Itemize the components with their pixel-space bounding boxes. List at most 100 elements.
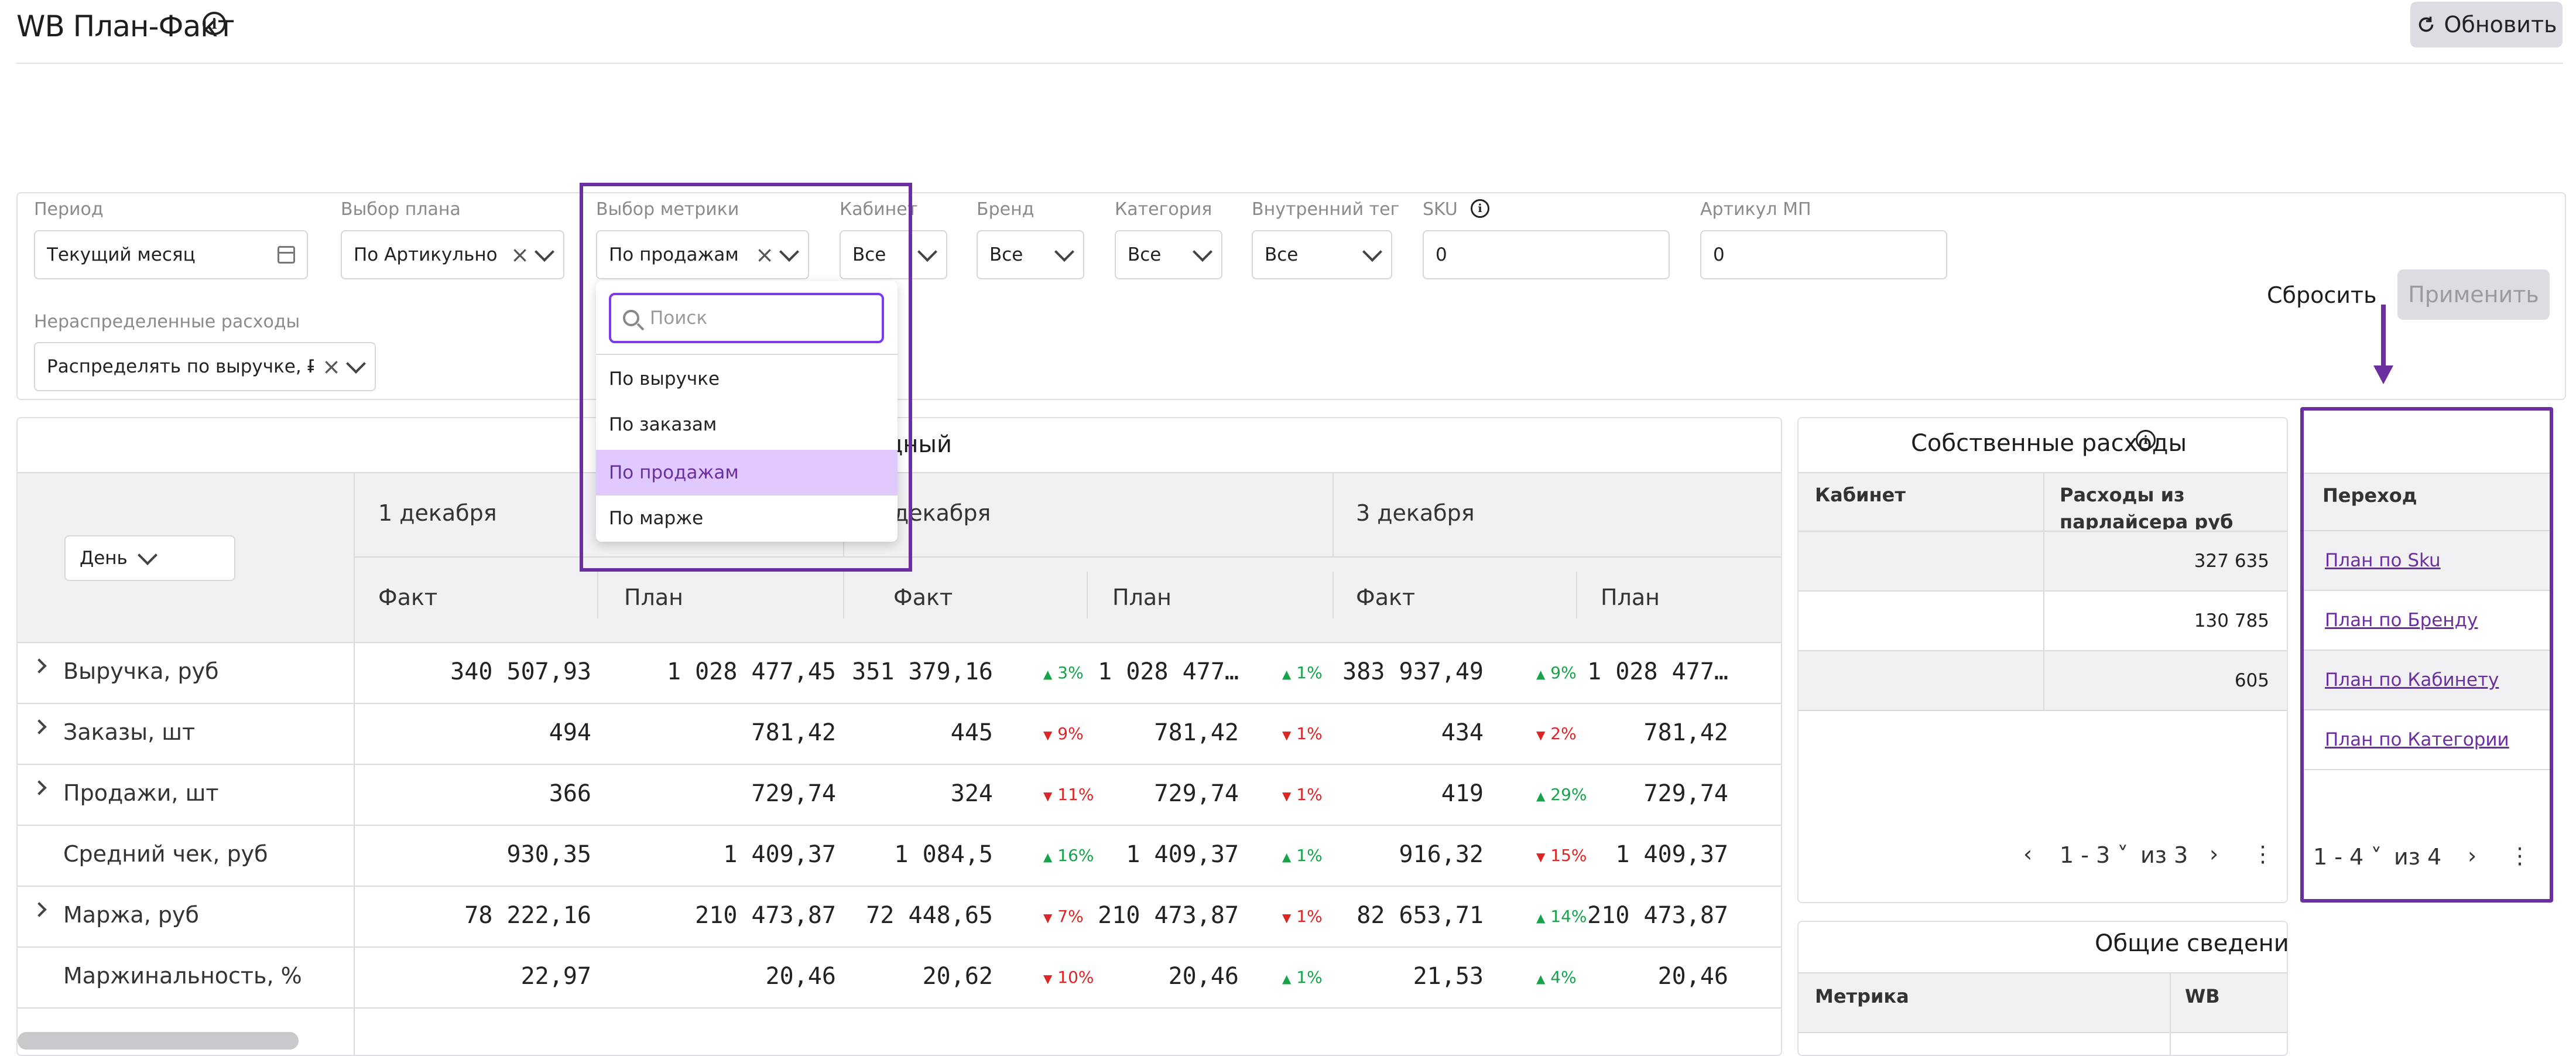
link-plan-category[interactable]: План по Категории bbox=[2325, 729, 2509, 750]
chevron-down-icon bbox=[1362, 242, 1382, 262]
option-margin[interactable]: По марже bbox=[609, 508, 704, 529]
category-select[interactable]: Все bbox=[1115, 230, 1222, 279]
info-icon[interactable]: i bbox=[2136, 430, 2156, 450]
link-plan-brand[interactable]: План по Бренду bbox=[2325, 610, 2478, 631]
down-arrow-icon: ▼ bbox=[1536, 850, 1546, 864]
cabinet-select[interactable]: Все bbox=[840, 230, 947, 279]
chevron-right-icon[interactable] bbox=[32, 719, 47, 734]
next-page-icon[interactable]: › bbox=[2468, 843, 2477, 869]
down-arrow-icon: ▼ bbox=[1043, 728, 1053, 742]
unallocated-select[interactable]: Распределять по выручке, ₽ × bbox=[34, 342, 376, 391]
pager-range[interactable]: 1 - 4 ˅ bbox=[2313, 844, 2382, 870]
chevron-right-icon[interactable] bbox=[32, 780, 47, 795]
row-label: Средний чек, руб bbox=[63, 841, 268, 867]
delta-badge: ▲ 4% bbox=[1536, 968, 1577, 987]
category-value: Все bbox=[1128, 244, 1162, 265]
delta-badge: ▼ 9% bbox=[1043, 724, 1084, 743]
info-icon[interactable]: i bbox=[203, 12, 226, 35]
option-sales[interactable]: По продажам bbox=[596, 450, 898, 495]
brand-select[interactable]: Все bbox=[977, 230, 1084, 279]
table-cell: 351 379,16 bbox=[852, 658, 993, 685]
delta-badge: ▲ 1% bbox=[1282, 663, 1323, 682]
table-row[interactable]: Заказы, шт 494 781,42 445 781,42 434 781,42 ▼ 9… bbox=[18, 703, 1781, 764]
sku-input[interactable]: 0 bbox=[1423, 230, 1670, 279]
search-input[interactable] bbox=[649, 307, 873, 329]
more-icon[interactable]: ⋮ bbox=[2509, 843, 2531, 869]
grid-line bbox=[1332, 473, 1334, 556]
sku-info-icon[interactable]: i bbox=[1471, 199, 1489, 218]
table-cell: 1 028 477… bbox=[1098, 658, 1239, 685]
grid-line bbox=[2304, 650, 2550, 651]
clear-metric-icon[interactable]: × bbox=[755, 242, 774, 268]
more-icon[interactable]: ⋮ bbox=[2252, 841, 2274, 867]
up-arrow-icon: ▲ bbox=[1282, 972, 1292, 986]
chevron-down-icon bbox=[917, 242, 937, 262]
row-label: Заказы, шт bbox=[63, 719, 196, 745]
refresh-button[interactable]: Обновить bbox=[2410, 2, 2563, 47]
article-input[interactable]: 0 bbox=[1700, 230, 1947, 279]
prev-page-icon[interactable]: ‹ bbox=[2023, 841, 2033, 867]
link-plan-cabinet[interactable]: План по Кабинету bbox=[2325, 669, 2499, 691]
table-cell: 383 937,49 bbox=[1342, 658, 1484, 685]
table-cell: 20,62 bbox=[922, 963, 993, 990]
table-row[interactable]: Маржа, руб 78 222,16 210 473,87 72 448,65 21… bbox=[18, 886, 1781, 946]
table-row bbox=[2304, 530, 2550, 590]
fact-header: Факт bbox=[893, 585, 953, 610]
clear-unallocated-icon[interactable]: × bbox=[322, 354, 341, 380]
down-arrow-icon: ▼ bbox=[1043, 911, 1053, 925]
table-row[interactable]: Выручка, руб 340 507,93 1 028 477,45 351 37… bbox=[18, 642, 1781, 703]
table-cell: 20,46 bbox=[1657, 963, 1728, 990]
grid-line bbox=[2170, 973, 2171, 1055]
delta-value: 1% bbox=[1296, 846, 1323, 865]
option-orders[interactable]: По заказам bbox=[609, 414, 717, 435]
up-arrow-icon: ▲ bbox=[1536, 972, 1546, 986]
page-title: WB План-Факт bbox=[16, 9, 235, 43]
grid-line bbox=[1576, 572, 1577, 618]
down-arrow-icon: ▼ bbox=[1536, 728, 1546, 742]
horizontal-scrollbar[interactable] bbox=[18, 1032, 299, 1050]
col-wb: WB bbox=[2185, 985, 2220, 1007]
header-divider bbox=[16, 63, 2563, 64]
tag-select[interactable]: Все bbox=[1252, 230, 1392, 279]
down-arrow-icon: ▼ bbox=[1043, 789, 1053, 803]
delta-badge: ▼ 1% bbox=[1282, 907, 1323, 926]
refresh-icon bbox=[2419, 16, 2434, 32]
plan-value: По Артикульно bbox=[354, 244, 498, 265]
up-arrow-icon: ▲ bbox=[1536, 911, 1546, 925]
table-cell: 930,35 bbox=[506, 841, 592, 868]
up-arrow-icon: ▲ bbox=[1536, 667, 1546, 681]
delta-value: 2% bbox=[1550, 724, 1577, 743]
clear-plan-icon[interactable]: × bbox=[511, 242, 529, 268]
metric-select[interactable]: По продажам × bbox=[596, 230, 809, 279]
delta-value: 29% bbox=[1550, 785, 1587, 804]
delta-value: 1% bbox=[1296, 785, 1323, 804]
option-revenue[interactable]: По выручке bbox=[609, 368, 720, 389]
table-row[interactable]: Продажи, шт 366 729,74 324 729,74 419 729,74 ▼ … bbox=[18, 764, 1781, 825]
up-arrow-icon: ▲ bbox=[1043, 667, 1053, 681]
table-cell: 729,74 bbox=[1643, 780, 1729, 807]
delta-value: 4% bbox=[1550, 968, 1577, 987]
table-cell: 22,97 bbox=[520, 963, 591, 990]
chevron-right-icon[interactable] bbox=[32, 902, 47, 917]
delta-value: 14% bbox=[1550, 907, 1587, 926]
granularity-select[interactable]: День bbox=[64, 535, 235, 581]
reset-button[interactable]: Сбросить bbox=[2267, 282, 2377, 308]
unallocated-label: Нераспределенные расходы bbox=[34, 312, 300, 332]
pager-range[interactable]: 1 - 3 ˅ bbox=[2060, 842, 2129, 868]
grid-line bbox=[18, 886, 1781, 887]
grid-line bbox=[596, 354, 898, 355]
next-page-icon[interactable]: › bbox=[2210, 841, 2219, 867]
plan-select[interactable]: По Артикульно × bbox=[341, 230, 564, 279]
annotation-arrow-head bbox=[2373, 365, 2393, 384]
down-arrow-icon: ▼ bbox=[1282, 789, 1292, 803]
apply-button[interactable]: Применить bbox=[2397, 269, 2550, 320]
period-picker[interactable]: Текущий месяц bbox=[34, 230, 308, 279]
chevron-right-icon[interactable] bbox=[32, 658, 47, 674]
plan-header: План bbox=[624, 585, 683, 610]
link-plan-sku[interactable]: План по Sku bbox=[2325, 550, 2441, 571]
row-label: Выручка, руб bbox=[63, 658, 219, 684]
chevron-down-icon bbox=[346, 354, 366, 374]
metric-label: Выбор метрики bbox=[596, 199, 739, 220]
unallocated-value: Распределять по выручке, ₽ bbox=[47, 356, 314, 377]
grid-line bbox=[2043, 472, 2044, 531]
